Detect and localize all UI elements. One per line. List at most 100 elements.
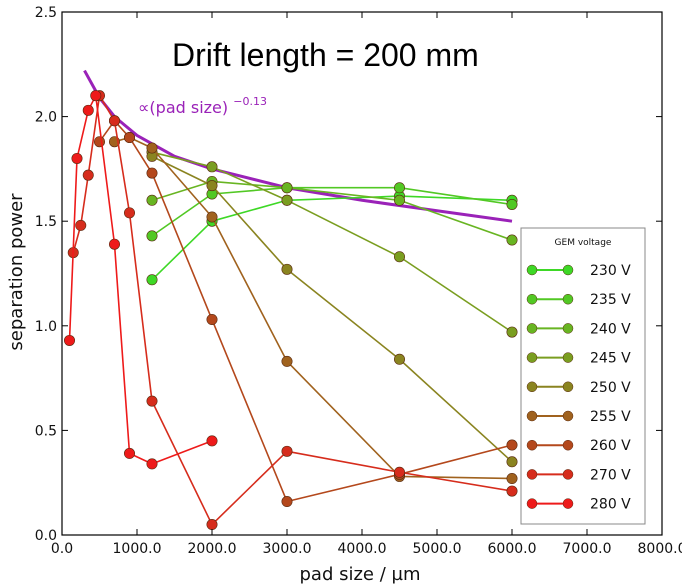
data-point [506, 473, 518, 485]
series-line [151, 195, 513, 281]
legend: GEM voltage 230 V 235 V 240 V 245 V 250 V 255… [520, 227, 646, 525]
x-tick-label: 7000.0 [563, 541, 612, 557]
series-line [98, 119, 513, 503]
data-point [281, 355, 293, 367]
data-point [393, 466, 405, 478]
legend-label: 280 V [590, 497, 631, 513]
data-point [64, 334, 76, 346]
x-tick-label: 6000.0 [488, 541, 537, 557]
legend-label: 235 V [590, 292, 631, 308]
data-point [206, 161, 218, 173]
series-255v [109, 132, 518, 485]
legend-swatch-marker [562, 352, 574, 363]
legend-swatch-marker [526, 352, 538, 363]
legend-entry: 260 V [526, 438, 631, 454]
y-tick-label: 1.5 [35, 214, 57, 230]
data-point [206, 435, 218, 447]
legend-label: 245 V [590, 351, 631, 367]
legend-swatch-marker [526, 323, 538, 334]
legend-swatch-marker [526, 498, 538, 509]
fit-annotation: ∝(pad size) −0.13 [138, 95, 267, 117]
data-point [124, 447, 136, 459]
data-point [146, 230, 158, 242]
y-tick-label: 2.5 [35, 5, 57, 21]
data-point [506, 198, 518, 210]
data-point [75, 219, 87, 231]
data-point [124, 132, 136, 144]
legend-label: 240 V [590, 321, 631, 337]
data-point [94, 136, 106, 148]
data-point [109, 115, 121, 127]
drift-length-annotation: Drift length = 200 mm [172, 37, 479, 73]
data-point [393, 353, 405, 365]
legend-swatch-marker [526, 410, 538, 422]
legend-swatch-marker [526, 439, 538, 451]
legend-swatch-marker [562, 410, 574, 422]
data-point [146, 194, 158, 206]
legend-swatch-marker [562, 498, 574, 509]
data-point [506, 326, 518, 338]
legend-swatch-marker [526, 293, 538, 305]
data-point [281, 194, 293, 206]
legend-entry: 270 V [526, 467, 631, 483]
data-point [506, 485, 518, 497]
data-point [109, 238, 121, 250]
data-point [71, 152, 83, 164]
x-tick-label: 4000.0 [338, 541, 387, 557]
legend-label: 255 V [590, 409, 631, 425]
legend-swatch-marker [562, 264, 574, 276]
legend-swatch-marker [562, 469, 574, 480]
data-point [206, 314, 218, 326]
legend-entry: 245 V [526, 351, 631, 367]
y-axis-title: separation power [6, 193, 27, 351]
x-axis-title: pad size / µm [300, 564, 421, 585]
series-240v [146, 175, 518, 246]
legend-swatch-marker [562, 323, 574, 334]
y-tick-label: 2.0 [35, 110, 57, 126]
data-point [82, 169, 94, 181]
data-point [506, 234, 518, 246]
legend-swatch-marker [562, 293, 574, 305]
legend-entry: 255 V [526, 409, 631, 425]
legend-entry: 230 V [526, 263, 631, 279]
data-point [90, 90, 102, 102]
legend-label: 230 V [590, 263, 631, 279]
legend-label: 260 V [590, 438, 631, 454]
data-point [146, 458, 158, 470]
data-point [281, 182, 293, 194]
axes-layer: 0.0 1000.0 2000.0 3000.0 4000.0 5000.0 6000.0 7… [35, 5, 682, 557]
data-point [146, 142, 158, 154]
series-245v [146, 146, 518, 338]
legend-entry: 235 V [526, 292, 631, 308]
data-point [146, 167, 158, 179]
x-tick-label: 1000.0 [113, 541, 162, 557]
data-point [82, 104, 94, 116]
series-line [68, 94, 213, 465]
series-250v [146, 150, 518, 468]
x-tick-label: 3000.0 [263, 541, 312, 557]
series-layer [64, 90, 518, 531]
series-235v [146, 182, 518, 242]
x-tick-label: 2000.0 [188, 541, 237, 557]
legend-swatch-marker [526, 469, 538, 480]
data-point [124, 207, 136, 219]
legend-title: GEM voltage [555, 238, 612, 248]
legend-entry: 280 V [526, 497, 631, 513]
legend-swatch-marker [526, 381, 538, 393]
y-tick-label: 0.5 [35, 423, 57, 439]
data-point [506, 456, 518, 468]
y-tick-label: 0.0 [35, 528, 57, 544]
data-point [393, 182, 405, 194]
series-280v [64, 90, 218, 470]
x-tick-label: 0.0 [51, 541, 73, 557]
data-point [393, 251, 405, 263]
data-point [281, 445, 293, 457]
series-line [151, 155, 513, 463]
legend-swatch-marker [562, 439, 574, 451]
data-point [206, 180, 218, 192]
data-point [506, 439, 518, 451]
series-line [72, 94, 513, 526]
y-tick-label: 1.0 [35, 319, 57, 335]
data-point [281, 263, 293, 275]
